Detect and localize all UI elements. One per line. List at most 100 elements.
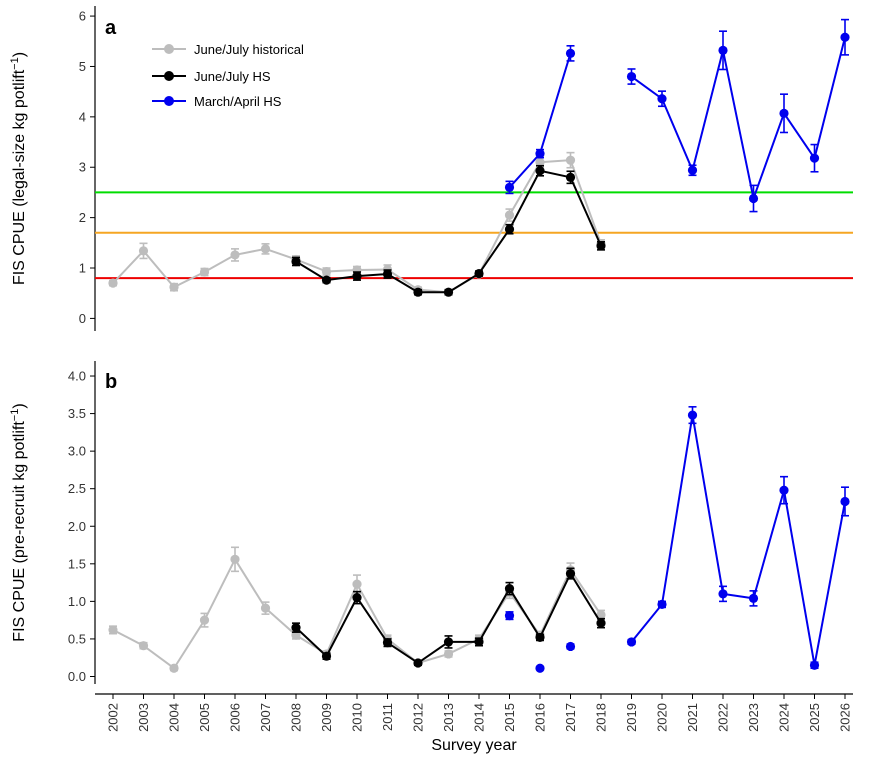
panel-b-series-1-point <box>504 584 515 594</box>
panel-a: a 0 1 2 3 4 5 6 FIS CPUE (legal-size kg potlift… <box>9 6 853 331</box>
panel-a-series-0-point <box>321 266 332 277</box>
x-tick-label: 2010 <box>350 703 365 732</box>
x-tick-label: 2018 <box>594 703 609 732</box>
panel-a-series-3-point <box>718 45 728 55</box>
panel-b-series-1-point <box>291 623 301 633</box>
x-tick-label: 2021 <box>685 703 700 732</box>
panel-a-y-axis-title: FIS CPUE (legal-size kg potlift−1) <box>9 52 28 285</box>
panel-b-series-3-point <box>809 660 820 670</box>
panel-b-series-0-point <box>352 579 362 589</box>
panel-b-series-1-point <box>535 632 545 643</box>
panel-a-series-1-point <box>565 172 576 182</box>
panel-b-series-0-point <box>138 641 149 651</box>
panel-b-series-0-point <box>199 615 210 625</box>
legend-label-hs-june: June/July HS <box>194 69 271 84</box>
panel-b-y-tick-label: 3.0 <box>68 444 86 459</box>
panel-b-series-0-point <box>260 603 271 613</box>
panel-a-series-0-point <box>108 278 118 288</box>
panel-b-series-3-point <box>748 593 759 603</box>
x-tick-label: 2004 <box>167 703 182 732</box>
x-tick-label: 2024 <box>777 703 792 732</box>
panel-b-y-tick-label: 2.0 <box>68 519 86 534</box>
panel-a-series-0-point <box>230 250 240 260</box>
x-tick-label: 2019 <box>624 703 639 732</box>
legend-swatch-dot-historical <box>164 44 174 54</box>
panel-b-series-1-point <box>596 618 606 628</box>
legend-swatch-dot-hs-march <box>164 96 174 106</box>
panel-b-series-3-point <box>718 589 728 599</box>
panel-a-series-1-point <box>321 275 332 285</box>
x-tick-label: 2009 <box>319 703 334 732</box>
panel-b-series-0-point <box>596 610 606 620</box>
panel-a-series-1-point <box>382 269 393 279</box>
panel-b-series-1-point <box>413 658 423 668</box>
panel-a-series-3-point <box>657 94 667 104</box>
legend-label-historical: June/July historical <box>194 42 304 57</box>
panel-b-y-axis-title: FIS CPUE (pre-recruit kg potlift−1) <box>9 403 28 641</box>
panel-b-series-0-point <box>169 663 179 673</box>
panel-b-series-3-point <box>657 599 667 609</box>
panel-b-series-1-point <box>382 638 393 648</box>
panel-b-y-tick-label: 0.0 <box>68 669 86 684</box>
panel-a-series-3-point <box>809 153 820 163</box>
panel-b-y-tick-label: 1.5 <box>68 556 86 571</box>
panel-a-series-3-point <box>748 193 759 204</box>
panel-b-series-1-point <box>565 568 576 579</box>
panel-b-series-2-point <box>535 663 545 673</box>
x-tick-label: 2017 <box>563 703 578 732</box>
panel-a-series-1-line <box>295 169 602 294</box>
panel-b-series-2-point <box>504 611 515 621</box>
panel-b-series-0-point <box>230 554 240 564</box>
panel-b-series-3-point <box>626 637 637 647</box>
panel-a-series-1-point <box>291 256 301 267</box>
panel-a-y-tick-label: 6 <box>79 9 86 24</box>
x-tick-label: 2020 <box>655 703 670 732</box>
x-tick-label: 2003 <box>136 703 151 732</box>
panel-b-series-0-point <box>443 649 454 659</box>
panel-a-series-1-point <box>535 166 545 176</box>
panel-b-y-tick-label: 3.5 <box>68 406 86 421</box>
panel-a-series-1-point <box>504 224 515 234</box>
x-tick-label: 2007 <box>258 703 273 732</box>
panel-b-series-3-line <box>630 414 846 666</box>
panel-a-label: a <box>105 17 117 39</box>
x-tick-label: 2008 <box>289 703 304 732</box>
x-tick-label: 2022 <box>716 703 731 732</box>
panel-a-series-0-point <box>504 210 515 220</box>
panel-a-series-1-point <box>596 241 606 251</box>
x-tick-label: 2011 <box>380 703 395 731</box>
panel-b-y-tick-label: 4.0 <box>68 369 86 384</box>
panel-b-series-1-point <box>474 637 484 647</box>
panel-b-series-3-point <box>779 485 789 495</box>
panel-b-series-1-point <box>443 637 454 647</box>
x-axis-title: Survey year <box>431 737 517 754</box>
panel-a-series-0-point <box>565 155 576 165</box>
panel-a-series-0-point <box>260 244 271 254</box>
panel-a-series-2-point <box>504 182 515 192</box>
panel-a-series-1-point <box>352 271 362 281</box>
panel-a-series-3-point <box>840 32 850 42</box>
panel-b-y-tick-label: 2.5 <box>68 481 86 496</box>
legend-label-hs-march: March/April HS <box>194 94 282 109</box>
panel-b-series-0-point <box>108 625 118 635</box>
panel-b-series-1-point <box>321 651 332 661</box>
panel-a-series-2-point <box>535 149 545 159</box>
panel-b: b 0.0 0.5 1.0 1.5 2.0 2.5 3.0 3.5 4.0 FIS CPUE (p… <box>9 361 850 684</box>
x-tick-label: 2005 <box>197 703 212 732</box>
legend-swatch-dot-hs-june <box>164 71 174 81</box>
x-tick-label: 2015 <box>502 703 517 732</box>
panel-a-series-0-point <box>199 267 210 277</box>
x-tick-label: 2012 <box>411 703 426 732</box>
panel-a-series-1-point <box>413 287 423 297</box>
x-tick-label: 2023 <box>746 703 761 732</box>
x-axis: 2002 2003 2004 2005 2006 2007 2008 2009 2010 2011… <box>95 693 853 732</box>
panel-a-series-3-point <box>626 71 637 82</box>
panel-b-y-tick-label: 1.0 <box>68 594 86 609</box>
panel-a-y-tick-label: 4 <box>79 109 86 124</box>
x-tick-label: 2016 <box>533 703 548 732</box>
x-tick-label: 2013 <box>441 703 456 732</box>
panel-a-y-tick-label: 0 <box>79 311 86 326</box>
panel-b-series-3-point <box>840 496 850 507</box>
